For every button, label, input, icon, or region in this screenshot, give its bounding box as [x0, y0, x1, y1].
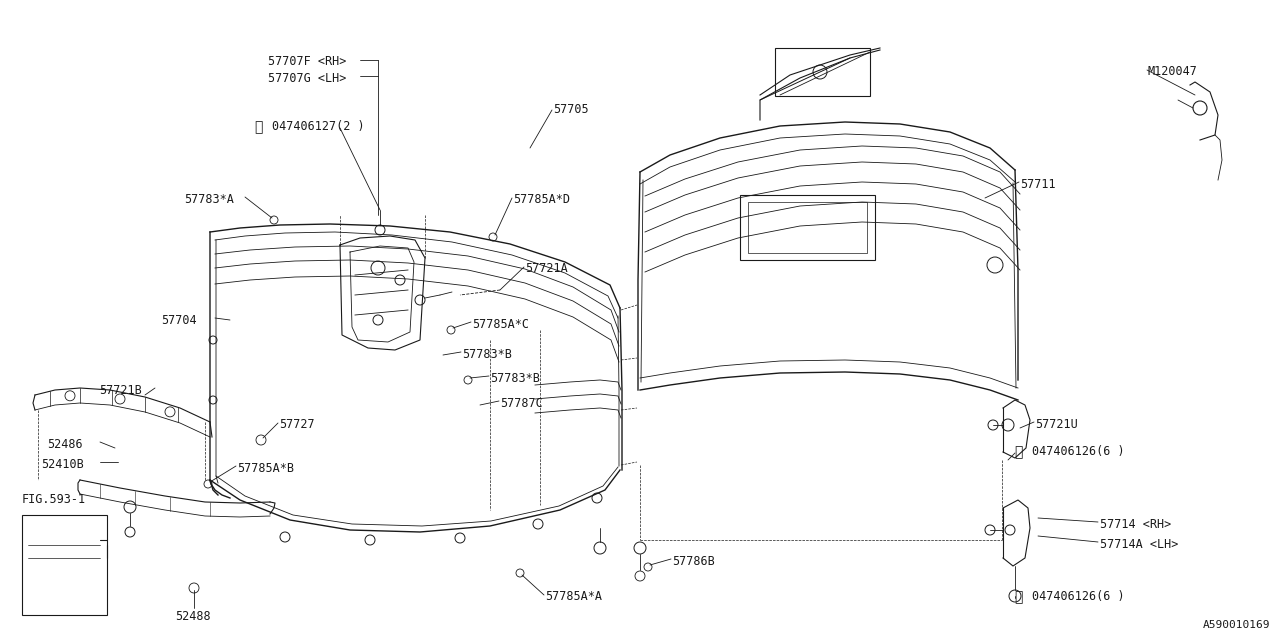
Text: 57721B: 57721B [99, 384, 142, 397]
Text: 57704: 57704 [161, 314, 197, 327]
Text: 57786B: 57786B [672, 555, 714, 568]
Text: 52488: 52488 [175, 610, 211, 623]
Text: A590010169: A590010169 [1202, 620, 1270, 630]
Text: 57705: 57705 [553, 103, 589, 116]
Text: Ⓢ: Ⓢ [253, 120, 262, 134]
Text: 57707G <LH>: 57707G <LH> [268, 72, 347, 85]
Text: FIG.593-1: FIG.593-1 [22, 493, 86, 506]
Text: 57785A*C: 57785A*C [472, 318, 529, 331]
Bar [22, 515, 108, 615]
Text: 57714A <LH>: 57714A <LH> [1100, 538, 1179, 551]
Text: Ⓢ: Ⓢ [1014, 590, 1023, 604]
Bar [748, 202, 867, 253]
Text: 57785A*B: 57785A*B [237, 462, 294, 475]
Bar [774, 48, 870, 96]
Text: 52410B: 52410B [41, 458, 83, 471]
Text: 57785A*D: 57785A*D [513, 193, 570, 206]
Text: 57783*B: 57783*B [490, 372, 540, 385]
Text: 047406126(6 ): 047406126(6 ) [1032, 445, 1125, 458]
Text: 57707F <RH>: 57707F <RH> [268, 55, 347, 68]
Text: 57783*B: 57783*B [462, 348, 512, 361]
Text: 57721U: 57721U [1036, 418, 1078, 431]
Text: 57711: 57711 [1020, 178, 1056, 191]
Text: 57727: 57727 [279, 418, 315, 431]
Text: 57785A*A: 57785A*A [545, 590, 602, 603]
Text: 047406127(2 ): 047406127(2 ) [273, 120, 365, 133]
Bar [740, 195, 876, 260]
Text: 57721A: 57721A [525, 262, 568, 275]
Text: 52486: 52486 [47, 438, 83, 451]
Text: 047406126(6 ): 047406126(6 ) [1032, 590, 1125, 603]
Text: M120047: M120047 [1148, 65, 1198, 78]
Text: 57787C: 57787C [500, 397, 543, 410]
Text: 57783*A: 57783*A [184, 193, 234, 206]
Text: 57714 <RH>: 57714 <RH> [1100, 518, 1171, 531]
Text: Ⓢ: Ⓢ [1014, 445, 1023, 459]
